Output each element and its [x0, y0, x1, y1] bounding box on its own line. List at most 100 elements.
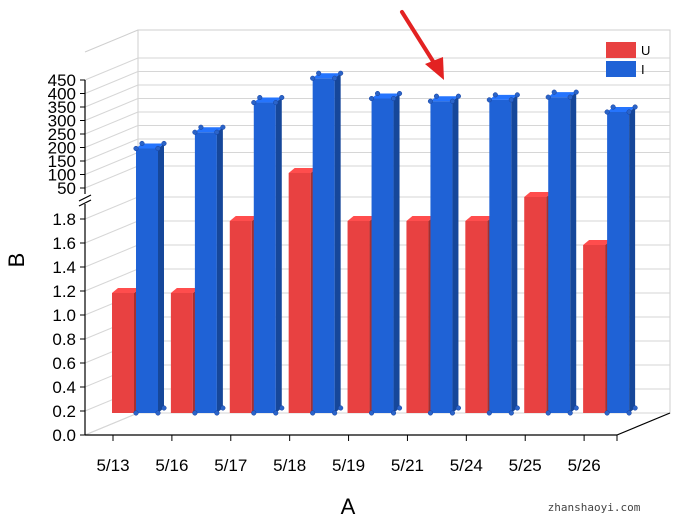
bar-i [251, 95, 285, 416]
y-tick-label: 0.8 [52, 330, 76, 349]
bar-i [192, 124, 226, 416]
y-tick-label: 150 [48, 152, 76, 171]
bar-i-front [136, 148, 158, 413]
gridline-side [84, 196, 139, 220]
bar-i-marker [567, 94, 573, 100]
floor-plane [84, 412, 671, 436]
axis-break-mark [78, 194, 92, 202]
bar-i-marker [161, 405, 167, 411]
legend: UI [606, 42, 650, 77]
bar-i-side [629, 107, 636, 413]
bar-i-marker [492, 92, 498, 98]
bar-i-marker [369, 410, 375, 416]
y-tick-label: 0.4 [52, 378, 76, 397]
x-tick-label: 5/13 [96, 456, 129, 475]
bar-i-marker [273, 100, 279, 106]
bar-i-marker [214, 410, 220, 416]
x-tick-label: 5/17 [214, 456, 247, 475]
bar-i-marker [545, 94, 551, 100]
y-tick-label: 0.0 [52, 426, 76, 445]
bar-u-top [465, 216, 494, 221]
bar-u-top [406, 216, 435, 221]
bar-i-marker [567, 410, 573, 416]
gridline-side [84, 71, 139, 94]
bar-i-marker [391, 410, 397, 416]
bar-i-marker [133, 410, 139, 416]
watermark: zhanshaoyi.com [548, 501, 641, 514]
bar-u-front [465, 221, 488, 413]
bar-i [133, 140, 167, 416]
gridline-side [84, 84, 139, 108]
y-tick-label: 450 [48, 71, 76, 90]
y-tick-label: 250 [48, 125, 76, 144]
bar-u-top [229, 216, 258, 221]
bar-u-front [524, 197, 547, 413]
y-axis-title: B [4, 253, 29, 268]
y-tick-label: 400 [48, 85, 76, 104]
bar-i-marker [551, 89, 557, 95]
bar-i-side [275, 97, 282, 414]
bar-i-marker [338, 405, 344, 411]
bar-i-marker [604, 410, 610, 416]
bar-i-marker [332, 75, 338, 81]
y-tick-label: 1.4 [52, 258, 76, 277]
y-tick-label: 300 [48, 112, 76, 131]
chart-floor [84, 412, 671, 436]
bar-i-marker [604, 109, 610, 115]
y-tick-label: 0.2 [52, 402, 76, 421]
gridline-side [84, 268, 139, 292]
x-tick-label: 5/25 [509, 456, 542, 475]
bar-i [486, 92, 520, 416]
bar-i-marker [192, 410, 198, 416]
bar-i-side [158, 143, 164, 413]
bar-i-marker [369, 95, 375, 102]
bar-u-top [288, 168, 317, 173]
gridline-side [84, 138, 139, 162]
gridline-side [84, 220, 139, 244]
y-tick-label: 1.8 [52, 210, 76, 229]
bar-i-marker [198, 124, 204, 130]
gridline-side [84, 57, 139, 81]
bar-u [524, 192, 553, 413]
bar-i-marker [310, 410, 316, 416]
bar-i [545, 89, 579, 416]
bar-i-marker [279, 405, 285, 411]
bar-i-marker [316, 70, 322, 76]
x-axis: 5/13 5/16 5/17 5/18 5/19 5/21 5/24 5/25 5/26 [85, 412, 671, 475]
bar-i-marker [397, 405, 403, 411]
bar-group [112, 70, 638, 416]
bar-u [288, 168, 317, 413]
bar-i-front [489, 99, 512, 413]
x-axis-depth-line [616, 412, 671, 436]
bar-i [427, 93, 461, 416]
bar-u-front [347, 221, 370, 413]
bar-i-marker [626, 410, 632, 416]
bar-i-marker [155, 410, 161, 416]
bar-u-top [347, 216, 376, 221]
bar-i-front [371, 98, 394, 413]
bar-i [604, 104, 638, 416]
bar-u [112, 288, 140, 413]
x-axis-title: A [341, 494, 356, 519]
bar-i-side [570, 92, 577, 414]
x-tick-label: 5/21 [391, 456, 424, 475]
bar-i-marker [573, 89, 579, 95]
y-tick-label: 50 [57, 179, 76, 198]
bar-i-front [194, 132, 217, 413]
bar-u-top [170, 288, 199, 293]
bar-i-marker [514, 92, 520, 98]
y-tick-label: 1.6 [52, 234, 76, 253]
bar-u-front [112, 293, 134, 413]
bar-i-marker [133, 145, 139, 151]
bar-u [229, 216, 258, 413]
axis-break-mark [78, 199, 92, 207]
bar-i-marker [279, 95, 285, 101]
bar-i-marker [455, 93, 461, 99]
bar-i-side [511, 94, 518, 413]
bar-i-marker [545, 410, 551, 416]
bar-u-front [288, 173, 311, 413]
bar-i-marker [310, 75, 316, 81]
bar-i-marker [632, 405, 638, 411]
bar-i-marker [508, 97, 514, 103]
gridline-side [84, 412, 139, 436]
